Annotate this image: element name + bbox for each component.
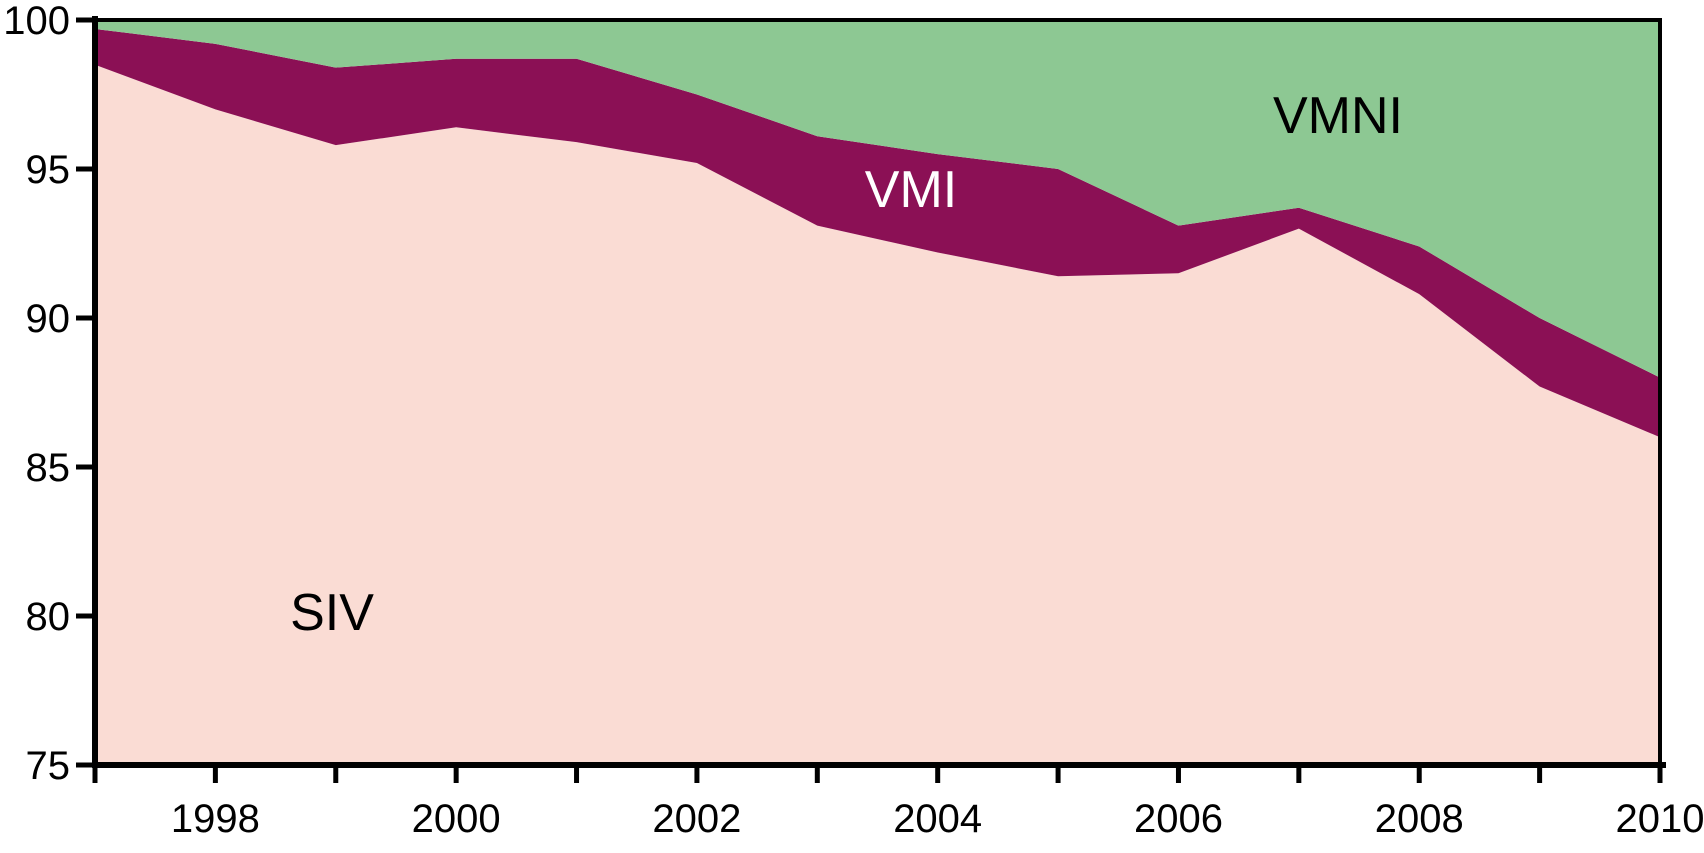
- y-tick-label: 95: [26, 148, 71, 192]
- x-tick-label: 2000: [412, 797, 501, 841]
- area-bands: [95, 20, 1660, 765]
- x-tick-label: 2002: [652, 797, 741, 841]
- siv-area-label: SIV: [290, 584, 374, 642]
- area-labels: SIV VMI VMNI: [290, 87, 1403, 642]
- y-tick-label: 90: [26, 297, 71, 341]
- x-tick-label: 2008: [1375, 797, 1464, 841]
- vmni-area: [95, 20, 1660, 378]
- y-tick-label: 75: [26, 744, 71, 788]
- y-tick-label: 80: [26, 595, 71, 639]
- x-tick-label: 2006: [1134, 797, 1223, 841]
- y-tick-label: 85: [26, 446, 71, 490]
- x-tick-label: 1998: [171, 797, 260, 841]
- siv-area: [95, 64, 1660, 765]
- x-tick-label: 2004: [893, 797, 982, 841]
- vmi-area: [95, 28, 1660, 438]
- y-tick-label: 100: [3, 0, 70, 43]
- axes: [76, 16, 1666, 783]
- vmni-area-label: VMNI: [1273, 87, 1403, 145]
- x-tick-label: 2010: [1616, 797, 1704, 841]
- tick-labels: 75 80 85 90 95 100 1998 2000 2002 2004 2006 2008 201…: [3, 0, 1704, 841]
- vmi-area-label: VMI: [865, 161, 957, 219]
